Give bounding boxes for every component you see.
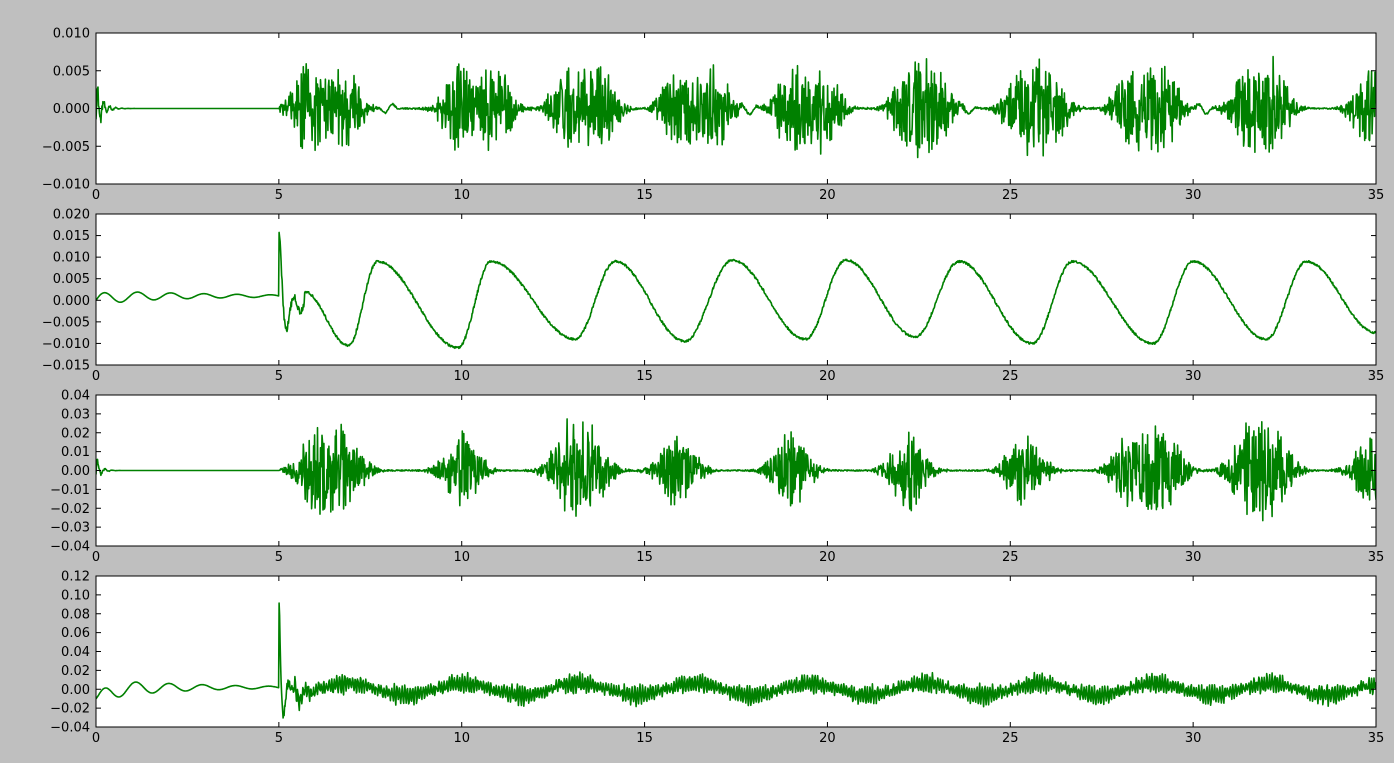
x-tick-label: 35 <box>1368 731 1385 746</box>
x-tick-label: 35 <box>1368 550 1385 565</box>
y-tick-label: 0.04 <box>61 645 90 660</box>
y-tick-label: 0.00 <box>61 683 90 698</box>
x-tick-label: 0 <box>92 369 100 384</box>
y-tick-label: 0.020 <box>53 208 90 223</box>
x-tick-label: 15 <box>636 188 653 203</box>
y-tick-label: 0.06 <box>61 626 90 641</box>
x-tick-label: 25 <box>1002 369 1019 384</box>
y-tick-label: −0.01 <box>50 483 90 498</box>
y-tick-label: −0.015 <box>42 359 90 374</box>
y-tick-label: −0.02 <box>50 502 90 517</box>
x-tick-label: 0 <box>92 188 100 203</box>
y-tick-label: 0.010 <box>53 251 90 266</box>
x-tick-label: 20 <box>819 188 836 203</box>
y-tick-label: 0.03 <box>61 407 90 422</box>
y-tick-label: 0.04 <box>61 389 90 404</box>
series-line <box>96 231 1376 350</box>
y-tick-label: 0.08 <box>61 607 90 622</box>
x-tick-label: 15 <box>636 369 653 384</box>
y-tick-label: −0.010 <box>42 337 90 352</box>
y-tick-label: −0.03 <box>50 521 90 536</box>
x-tick-label: 10 <box>453 550 470 565</box>
y-tick-label: −0.02 <box>50 702 90 717</box>
y-tick-label: 0.000 <box>53 102 90 117</box>
y-tick-label: −0.04 <box>50 721 90 736</box>
x-tick-label: 30 <box>1185 550 1202 565</box>
y-tick-label: 0.02 <box>61 426 90 441</box>
x-tick-label: 5 <box>275 731 283 746</box>
x-tick-label: 25 <box>1002 731 1019 746</box>
series-line <box>96 602 1376 719</box>
x-tick-label: 30 <box>1185 731 1202 746</box>
x-tick-label: 25 <box>1002 550 1019 565</box>
x-tick-label: 35 <box>1368 369 1385 384</box>
axes-background <box>96 576 1376 727</box>
subplot-3: 0 5 10 15 20 25 30 35 −0.04 −0.03 −0.02 −0.01 0.00 0.… <box>50 389 1384 566</box>
x-tick-label: 5 <box>275 550 283 565</box>
y-tick-label: 0.01 <box>61 445 90 460</box>
y-tick-label: 0.10 <box>61 588 90 603</box>
y-tick-label: 0.005 <box>53 272 90 287</box>
subplot-2: 0 5 10 15 20 25 30 35 −0.015 −0.010 −0.005 0.000 0.0… <box>42 208 1384 385</box>
x-tick-label: 15 <box>636 731 653 746</box>
x-tick-label: 30 <box>1185 188 1202 203</box>
series-line <box>96 55 1376 159</box>
y-tick-label: 0.00 <box>61 464 90 479</box>
subplot-4: 0 5 10 15 20 25 30 35 −0.04 −0.02 0.00 0.02 0.04 0.06… <box>50 570 1384 747</box>
x-tick-label: 25 <box>1002 188 1019 203</box>
subplot-1: 0 5 10 15 20 25 30 35 −0.010 −0.005 0.000 0.005 0.01… <box>42 27 1384 204</box>
y-tick-label: −0.005 <box>42 315 90 330</box>
y-tick-label: −0.04 <box>50 540 90 555</box>
x-tick-label: 5 <box>275 369 283 384</box>
subplots: 0 5 10 15 20 25 30 35−0.010−0.0050.0000.0050.01… <box>42 27 1384 747</box>
x-tick-label: 35 <box>1368 188 1385 203</box>
axes-background <box>96 214 1376 365</box>
y-tick-label: 0.000 <box>53 294 90 309</box>
x-tick-label: 5 <box>275 188 283 203</box>
x-tick-label: 20 <box>819 550 836 565</box>
x-tick-label: 10 <box>453 188 470 203</box>
y-tick-label: 0.12 <box>61 570 90 585</box>
x-tick-label: 0 <box>92 550 100 565</box>
series-line <box>96 418 1376 522</box>
x-tick-label: 10 <box>453 731 470 746</box>
x-tick-label: 20 <box>819 369 836 384</box>
y-tick-label: −0.005 <box>42 140 90 155</box>
y-tick-label: 0.005 <box>53 64 90 79</box>
x-tick-label: 0 <box>92 731 100 746</box>
y-tick-label: 0.02 <box>61 664 90 679</box>
y-tick-label: 0.010 <box>53 27 90 42</box>
axes-frame <box>95 213 1377 366</box>
x-tick-label: 15 <box>636 550 653 565</box>
x-tick-label: 10 <box>453 369 470 384</box>
y-tick-label: 0.015 <box>53 229 90 244</box>
x-tick-label: 20 <box>819 731 836 746</box>
y-tick-label: −0.010 <box>42 178 90 193</box>
x-tick-label: 30 <box>1185 369 1202 384</box>
